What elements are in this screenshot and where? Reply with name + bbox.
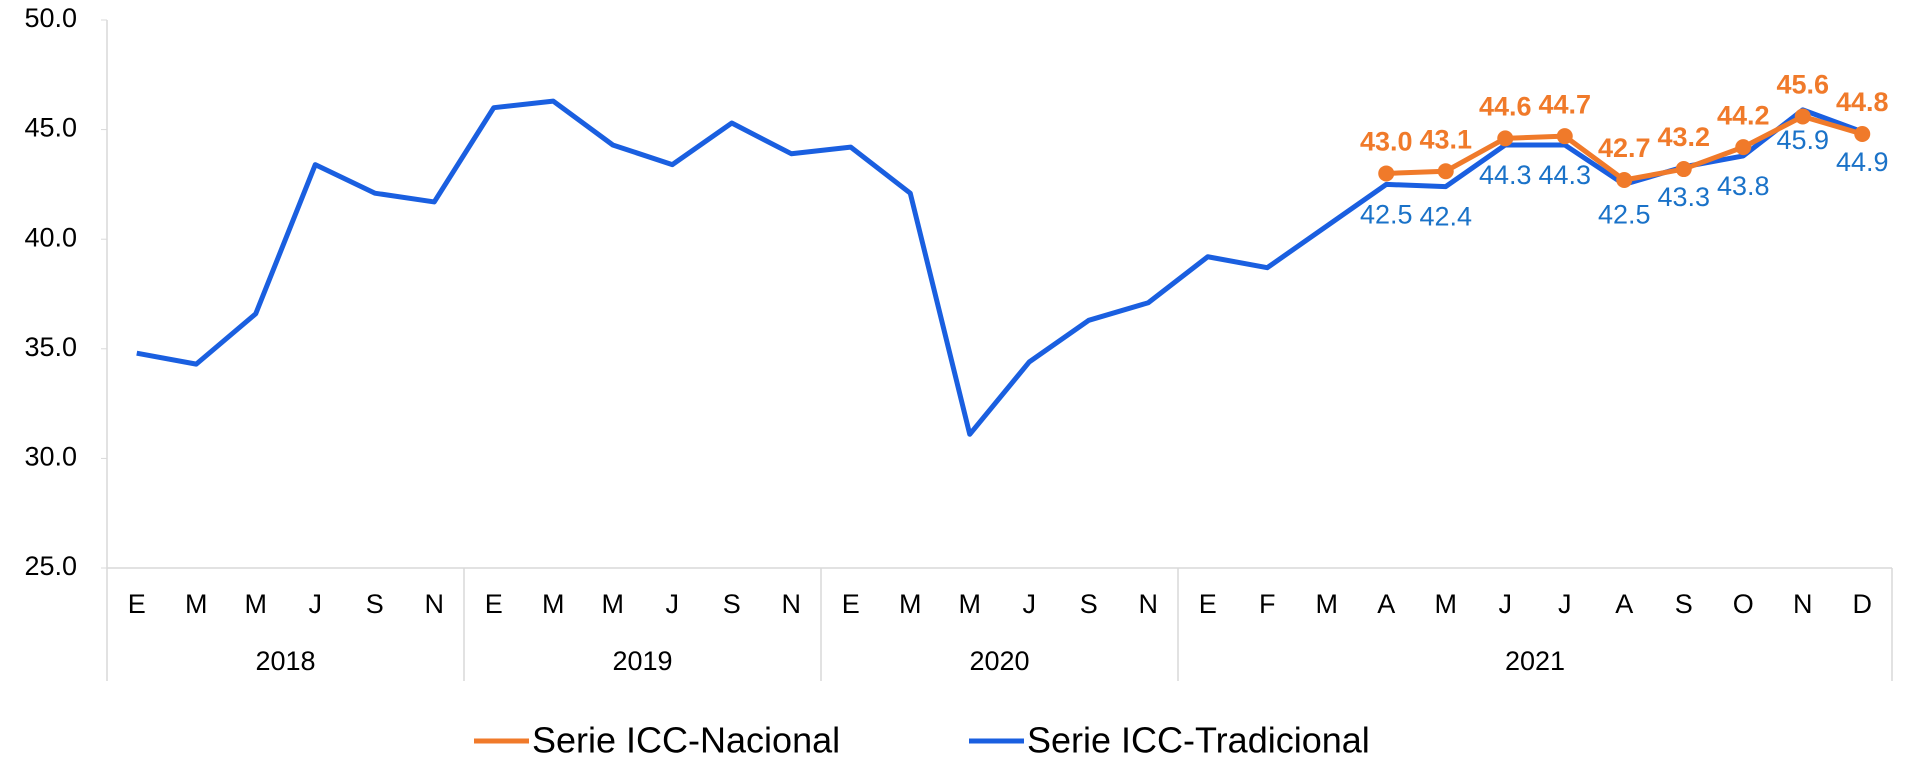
y-tick-label: 45.0: [24, 113, 77, 143]
point: [1378, 165, 1395, 182]
point: [1437, 163, 1454, 180]
x-tick-label: J: [1499, 589, 1513, 619]
x-tick-label: M: [245, 589, 268, 619]
value-label: 44.3: [1479, 160, 1532, 190]
y-tick-label: 40.0: [24, 222, 77, 252]
x-tick-label: M: [542, 589, 565, 619]
point: [1854, 125, 1871, 142]
value-label: 44.7: [1538, 89, 1591, 119]
x-tick-label: J: [666, 589, 680, 619]
x-tick-label: J: [309, 589, 323, 619]
x-tick-label: S: [1080, 589, 1098, 619]
value-label: 44.2: [1717, 100, 1770, 130]
legend-label: Serie ICC-Tradicional: [1027, 720, 1370, 761]
x-tick-label: N: [1793, 589, 1813, 619]
y-tick-label: 50.0: [24, 3, 77, 33]
x-tick-label: N: [425, 589, 445, 619]
value-label: 42.7: [1598, 133, 1651, 163]
x-tick-label: N: [782, 589, 802, 619]
x-tick-label: E: [1199, 589, 1217, 619]
x-tick-label: F: [1259, 589, 1276, 619]
point: [1616, 172, 1633, 189]
group-label: 2020: [969, 646, 1029, 676]
group-label: 2021: [1505, 646, 1565, 676]
point: [1675, 161, 1692, 178]
point: [1497, 130, 1514, 147]
x-tick-label: S: [366, 589, 384, 619]
legend-label: Serie ICC-Nacional: [532, 720, 840, 761]
x-tick-label: M: [602, 589, 625, 619]
x-tick-label: N: [1139, 589, 1159, 619]
value-label: 42.5: [1360, 200, 1413, 230]
point: [1556, 128, 1573, 145]
x-tick-label: E: [128, 589, 146, 619]
value-label: 44.8: [1836, 87, 1889, 117]
y-tick-label: 35.0: [24, 332, 77, 362]
value-label: 43.8: [1717, 171, 1770, 201]
x-tick-label: J: [1558, 589, 1572, 619]
point: [1735, 139, 1752, 156]
group-label: 2019: [612, 646, 672, 676]
value-label: 45.9: [1776, 125, 1829, 155]
x-tick-label: M: [1435, 589, 1458, 619]
value-label: 43.2: [1657, 122, 1710, 152]
value-label: 43.0: [1360, 127, 1413, 157]
y-tick-label: 25.0: [24, 551, 77, 581]
x-tick-label: A: [1377, 589, 1395, 619]
value-label: 45.6: [1776, 70, 1829, 100]
value-label: 44.9: [1836, 147, 1889, 177]
x-tick-label: E: [842, 589, 860, 619]
value-label: 43.1: [1419, 124, 1472, 154]
value-label: 44.6: [1479, 91, 1532, 121]
series-line: [136, 98, 1864, 437]
group-label: 2018: [255, 646, 315, 676]
x-tick-label: S: [723, 589, 741, 619]
x-tick-label: D: [1853, 589, 1873, 619]
x-tick-label: J: [1023, 589, 1037, 619]
value-label: 44.3: [1538, 160, 1591, 190]
point: [1794, 108, 1811, 125]
x-tick-label: S: [1675, 589, 1693, 619]
x-tick-label: O: [1733, 589, 1754, 619]
x-tick-label: E: [485, 589, 503, 619]
value-label: 42.4: [1419, 202, 1472, 232]
x-tick-label: M: [899, 589, 922, 619]
x-tick-label: M: [1316, 589, 1339, 619]
value-label: 42.5: [1598, 200, 1651, 230]
x-tick-label: M: [959, 589, 982, 619]
x-tick-label: A: [1615, 589, 1633, 619]
value-label: 43.3: [1657, 182, 1710, 212]
y-tick-label: 30.0: [24, 442, 77, 472]
x-tick-label: M: [185, 589, 208, 619]
